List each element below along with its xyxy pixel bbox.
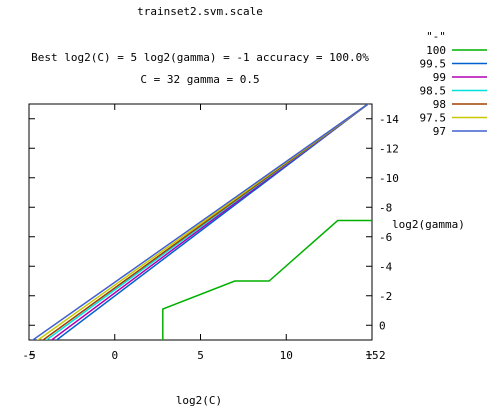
series-line-97 xyxy=(31,104,370,340)
x-tick-label: 10 xyxy=(280,349,293,362)
x-tick-label: 5 xyxy=(197,349,204,362)
x-axis-ticks: -5 0 5 10 15 xyxy=(22,104,379,362)
x-tick-label: -5 xyxy=(22,349,35,362)
chart-subtitle-best: Best log2(C) = 5 log2(gamma) = -1 accura… xyxy=(31,51,369,64)
x-tick-label: 0 xyxy=(111,349,118,362)
legend-label: 100 xyxy=(426,44,446,57)
y-tick-label: -14 xyxy=(379,113,399,126)
y-tick-label: -2 xyxy=(379,290,392,303)
y-tick-label: 2 xyxy=(379,349,386,362)
x-tick-label: 15 xyxy=(365,349,378,362)
legend-label: 97.5 xyxy=(420,112,447,125)
y-axis-ticks: 2 0 -2 -4 -6 -8 -10 -12 -14 xyxy=(29,113,399,362)
legend-title: "-" xyxy=(426,30,446,43)
chart-title: trainset2.svm.scale xyxy=(137,5,263,18)
y-axis-label: log2(gamma) xyxy=(392,218,465,231)
y-tick-label: -10 xyxy=(379,172,399,185)
y-tick-label: -4 xyxy=(379,260,393,273)
series-lines xyxy=(31,104,372,340)
y-tick-label: 0 xyxy=(379,319,386,332)
y-tick-label: -12 xyxy=(379,142,399,155)
x-axis-label: log2(C) xyxy=(176,394,222,407)
legend-label: 98.5 xyxy=(420,85,447,98)
legend-label: 98 xyxy=(433,98,446,111)
chart-subtitle-params: C = 32 gamma = 0.5 xyxy=(140,73,259,86)
legend-label: 97 xyxy=(433,125,446,138)
y-tick-label: -6 xyxy=(379,231,392,244)
legend-label: 99.5 xyxy=(420,58,447,71)
series-line-100 xyxy=(162,219,372,340)
y-tick-label: -8 xyxy=(379,201,392,214)
legend-label: 99 xyxy=(433,71,446,84)
